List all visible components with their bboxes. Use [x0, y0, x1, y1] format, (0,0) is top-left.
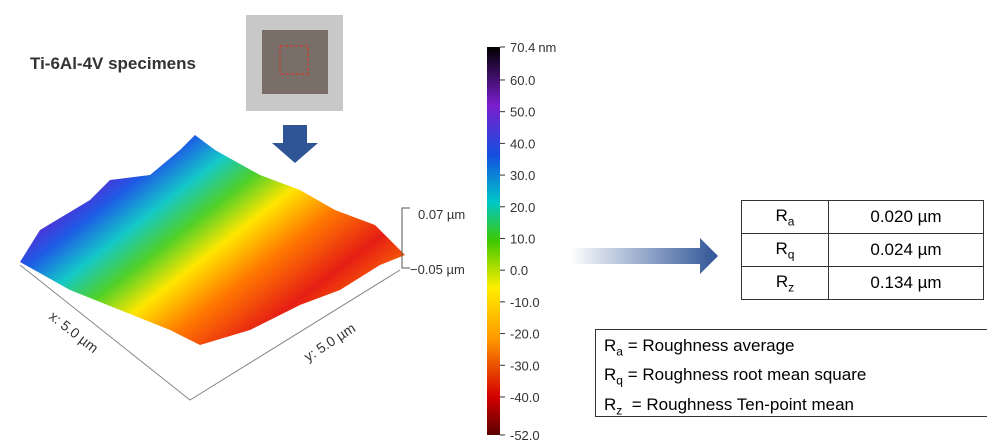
value-cell: 0.024 µm — [829, 234, 984, 267]
colorbar-tick-label: -10.0 — [510, 295, 540, 310]
symbol-subscript: q — [788, 247, 795, 261]
symbol-subscript: z — [788, 280, 794, 294]
colorbar-tick-label: -52.0 — [510, 428, 540, 443]
definition: Ra = Roughness average — [604, 334, 987, 363]
z-tick-label: −0.05 µm — [410, 262, 465, 277]
colorbar-tick-label: 50.0 — [510, 105, 535, 120]
colorbar-unit: nm — [538, 40, 556, 55]
colorbar-tick-label: 70.4 — [510, 40, 535, 55]
definition: Rz = Roughness Ten-point mean — [604, 393, 987, 422]
colorbar-tick-label: -30.0 — [510, 358, 540, 373]
symbol-subscript: q — [616, 374, 623, 388]
colorbar-tick-label: 40.0 — [510, 136, 535, 151]
definition-text: = Roughness root mean square — [623, 365, 866, 384]
right-arrow — [570, 238, 718, 274]
definition: Rq = Roughness root mean square — [604, 363, 987, 392]
symbol-cell: Rz — [742, 267, 829, 300]
colorbar-tick-label: 20.0 — [510, 200, 535, 215]
symbol: R — [776, 272, 788, 291]
value-cell: 0.020 µm — [829, 201, 984, 234]
symbol-cell: Ra — [742, 201, 829, 234]
symbol: R — [604, 365, 616, 384]
specimen — [262, 30, 328, 94]
colorbar — [487, 47, 500, 435]
surface-plot — [20, 135, 405, 345]
symbol-subscript: a — [616, 344, 623, 358]
x-axis-label: x: 5.0 µm — [46, 308, 101, 356]
down-arrow — [272, 125, 318, 163]
specimen-label: Ti-6Al-4V specimens — [30, 54, 196, 73]
symbol-subscript: a — [788, 214, 795, 228]
colorbar-tick-label: 60.0 — [510, 73, 535, 88]
figure: Ti-6Al-4V specimens 0.07 µm −0.05 µm x: … — [0, 0, 987, 444]
definition-text: = Roughness average — [623, 336, 795, 355]
symbol: R — [776, 206, 788, 225]
symbol: R — [604, 336, 616, 355]
symbol: R — [604, 395, 616, 414]
colorbar-tick-label: -20.0 — [510, 327, 540, 342]
colorbar-tick-label: 10.0 — [510, 231, 535, 246]
colorbar-tick-label: 30.0 — [510, 168, 535, 183]
z-tick-label: 0.07 µm — [418, 207, 465, 222]
symbol-cell: Rq — [742, 234, 829, 267]
colorbar-tick-label: 0.0 — [510, 263, 528, 278]
colorbar-tick-label: -40.0 — [510, 390, 540, 405]
value-cell: 0.134 µm — [829, 267, 984, 300]
symbol: R — [776, 239, 788, 258]
z-axis — [402, 208, 410, 268]
definition-text: = Roughness Ten-point mean — [622, 395, 854, 414]
